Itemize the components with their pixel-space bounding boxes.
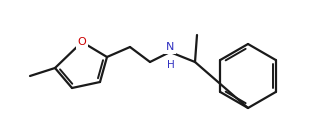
Text: N: N [166, 42, 174, 52]
Text: O: O [78, 37, 86, 47]
Text: H: H [167, 60, 175, 70]
